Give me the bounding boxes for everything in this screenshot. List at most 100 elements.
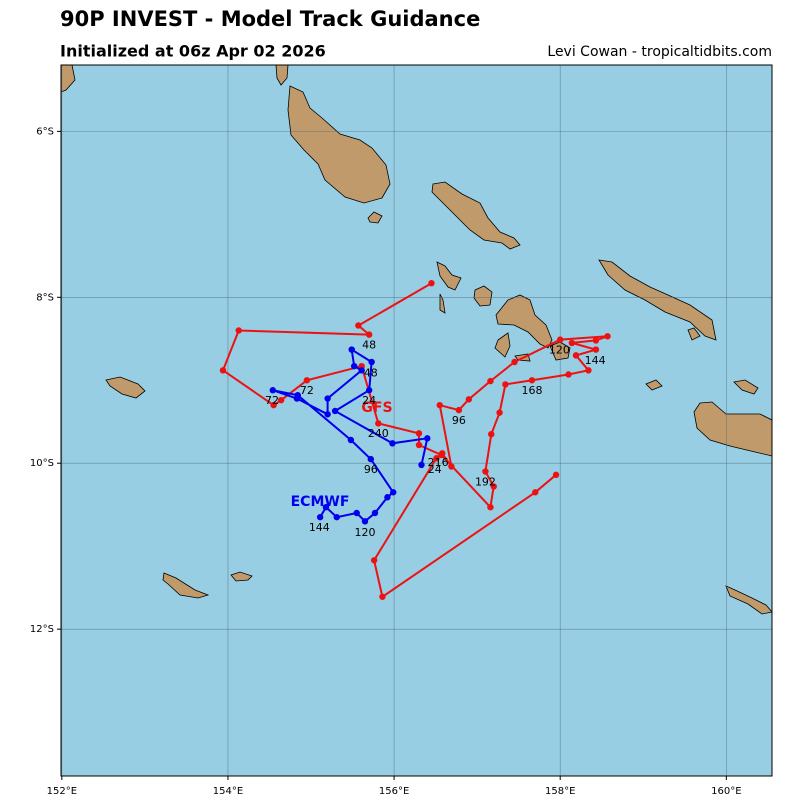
track-point — [333, 513, 340, 521]
hour-label: 120 — [549, 343, 570, 356]
track-point — [433, 455, 440, 462]
grid — [61, 65, 772, 776]
hour-label: 192 — [475, 475, 496, 488]
island — [162, 572, 210, 599]
track-point — [368, 358, 375, 366]
island — [275, 65, 289, 86]
x-tick-label: 158°E — [545, 786, 575, 797]
track-point — [365, 387, 373, 394]
track-point — [322, 503, 330, 511]
track-point — [465, 396, 473, 403]
island — [431, 181, 521, 250]
island — [287, 85, 391, 204]
track-point — [424, 435, 431, 442]
track-point — [488, 430, 495, 438]
island — [495, 294, 553, 349]
track-point — [487, 377, 494, 385]
island — [473, 285, 493, 307]
track-point — [389, 440, 396, 447]
track-point — [370, 557, 378, 564]
track-point — [418, 461, 425, 469]
track-point — [348, 346, 355, 353]
track-point — [502, 381, 509, 388]
track-point — [428, 279, 435, 287]
track-point — [269, 387, 277, 394]
y-tick-label: 12°S — [30, 624, 54, 635]
map-frame — [60, 64, 773, 777]
x-tick-label: 152°E — [47, 786, 77, 797]
island — [687, 327, 701, 341]
track-line — [221, 282, 608, 599]
track-point — [235, 327, 242, 334]
track-point — [347, 436, 355, 444]
track-point — [482, 468, 489, 475]
track-point — [361, 518, 369, 525]
track-point — [604, 333, 611, 340]
model-label: GFS — [361, 400, 392, 416]
track-point — [365, 331, 373, 338]
track-point — [324, 395, 331, 402]
hour-label: 72 — [300, 384, 314, 397]
island — [494, 332, 511, 358]
track-point — [415, 441, 423, 449]
hour-label: 168 — [521, 384, 542, 397]
hour-label: 24 — [428, 463, 442, 476]
hour-label: 48 — [364, 367, 378, 380]
island — [693, 401, 772, 457]
island — [733, 379, 759, 395]
x-tick-label: 160°E — [711, 786, 741, 797]
island — [61, 65, 76, 93]
island — [105, 376, 146, 399]
track-point — [390, 489, 397, 496]
track-point — [294, 391, 301, 399]
hour-label: 96 — [364, 463, 378, 476]
hour-label: 144 — [309, 521, 330, 534]
hour-label: 240 — [368, 427, 389, 440]
island — [725, 585, 772, 615]
track-point — [528, 377, 536, 384]
island — [367, 211, 383, 224]
track-point — [585, 367, 592, 374]
chart-subtitle: Initialized at 06z Apr 02 2026 — [60, 42, 326, 61]
track-point — [367, 455, 375, 463]
track-point — [455, 406, 463, 414]
track-point — [436, 401, 443, 409]
track-point — [371, 509, 379, 517]
track-point — [316, 513, 324, 521]
track-point — [379, 593, 386, 600]
y-tick-label: 6°S — [36, 126, 54, 137]
track-point — [448, 463, 455, 470]
y-tick-label: 8°S — [36, 292, 54, 303]
y-tick-label: 10°S — [30, 458, 54, 469]
track-point — [353, 509, 360, 517]
ocean — [61, 65, 772, 776]
track-point — [384, 494, 391, 501]
track-point — [351, 362, 358, 370]
track-point — [270, 401, 277, 409]
hour-label: 216 — [428, 456, 449, 469]
hour-label: 120 — [355, 526, 376, 539]
track-point — [552, 471, 560, 479]
x-tick-label: 156°E — [379, 786, 409, 797]
track-point — [277, 396, 285, 404]
track-point — [572, 352, 580, 359]
hour-label: 96 — [452, 414, 466, 427]
track-point — [592, 346, 600, 353]
track-point — [532, 489, 539, 496]
model-label: ECMWF — [291, 494, 350, 510]
track-point — [487, 503, 494, 511]
track-point — [331, 407, 339, 415]
track-point — [438, 451, 445, 459]
track-point — [375, 420, 382, 427]
track-point — [565, 371, 572, 378]
island — [230, 571, 253, 582]
island — [439, 293, 446, 314]
track-point — [324, 411, 331, 418]
track-point — [556, 336, 564, 343]
hour-label: 48 — [362, 338, 376, 351]
credit: Levi Cowan - tropicaltidbits.com — [547, 44, 772, 60]
track-point — [490, 483, 497, 490]
track-point — [219, 367, 227, 374]
track-point — [415, 430, 423, 437]
